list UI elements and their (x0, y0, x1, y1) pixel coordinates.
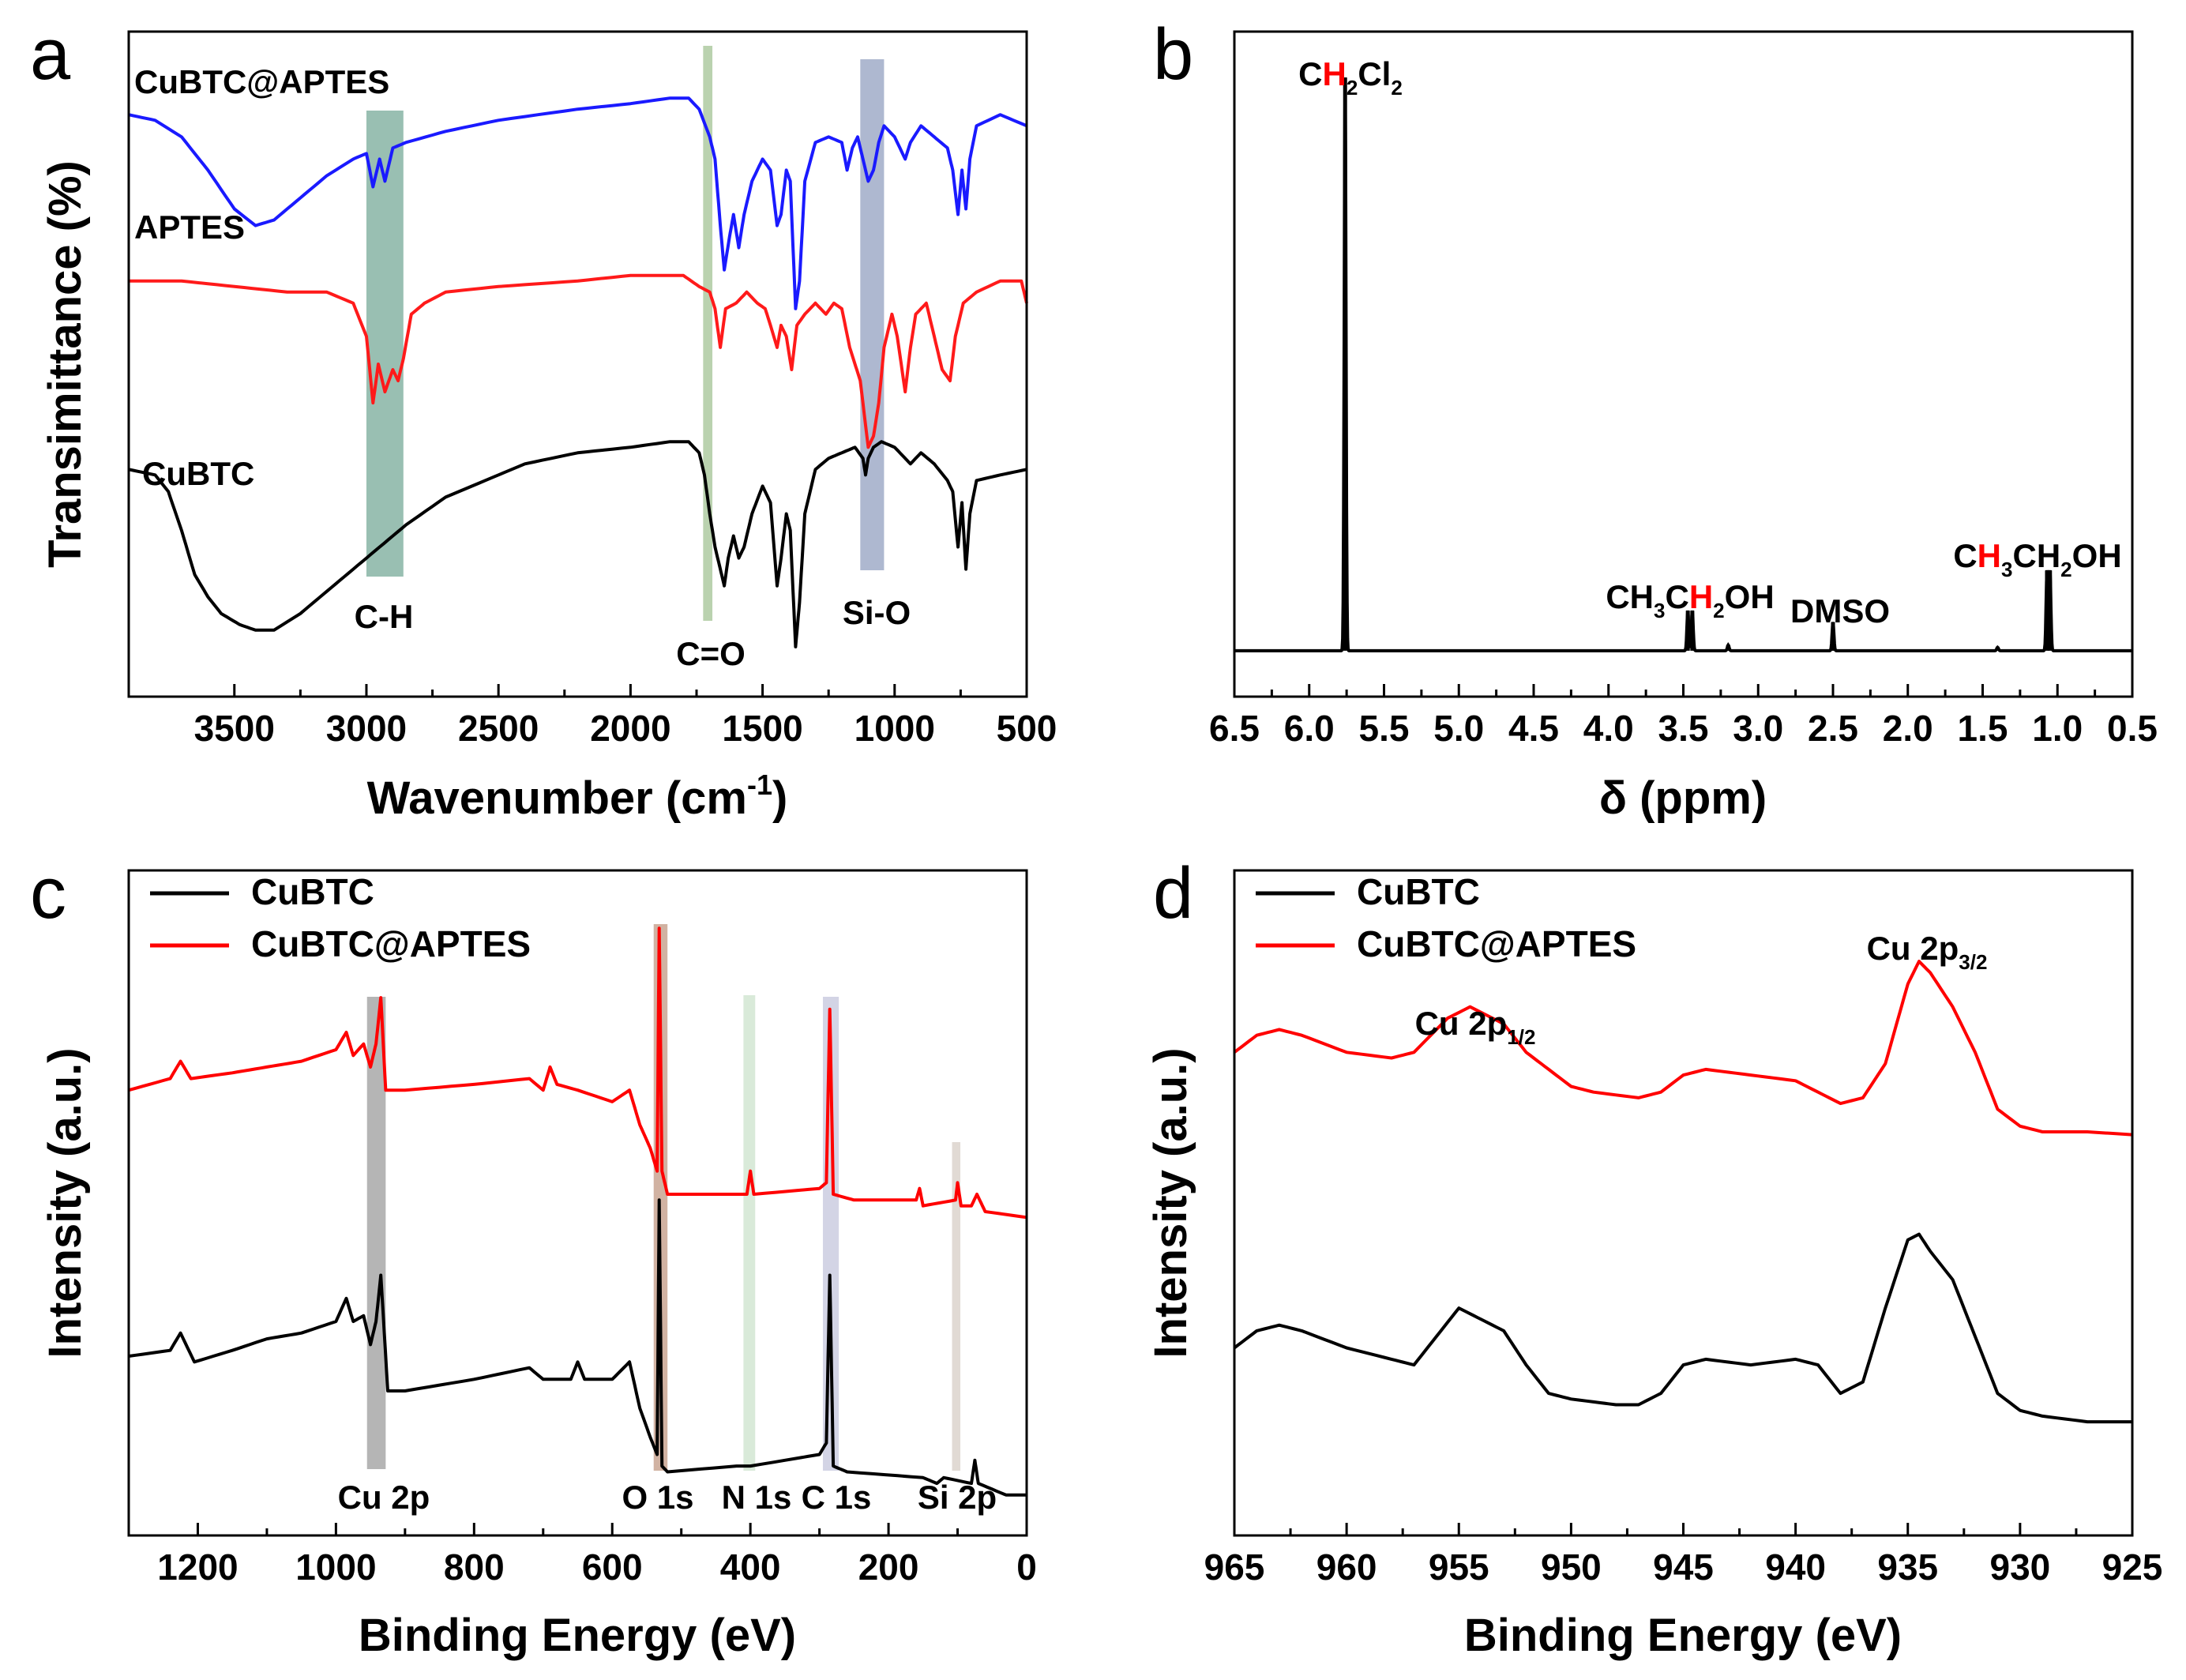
series-line-cubtc (128, 1198, 1027, 1497)
x-tick-label: 6.5 (1209, 708, 1260, 749)
band-label: C=O (676, 635, 746, 672)
x-tick-label: 4.0 (1583, 708, 1634, 749)
x-axis-label: Binding Energy (eV) (1464, 1610, 1902, 1661)
x-tick-label: 1500 (722, 708, 802, 749)
band-label: Cu 2p (338, 1479, 430, 1516)
band-si-o (860, 59, 885, 570)
x-tick-label: 945 (1653, 1547, 1714, 1588)
x-tick-label: 200 (858, 1547, 919, 1588)
x-axis-label: δ (ppm) (1599, 772, 1767, 824)
x-tick-label: 500 (997, 708, 1057, 749)
plot-frame (1233, 869, 2134, 1537)
plot-frame (127, 30, 1028, 698)
x-tick-label: 600 (582, 1547, 643, 1588)
series-line-cubtc (1233, 1232, 2132, 1424)
series-line-cubtc-aptes (128, 926, 1027, 1220)
peak-annotation: CH3CH2OH (1953, 537, 2121, 581)
x-tick-label: 6.0 (1284, 708, 1335, 749)
x-tick-label: 2.5 (1808, 708, 1858, 749)
y-axis-label: Transimittance (%) (39, 160, 91, 568)
y-axis-label: Intensity (a.u.) (39, 1047, 91, 1358)
panel-a: 3500 3000 2500 2000 1500 1000 500 CuBTC@APTES AP… (30, 14, 1057, 824)
x-tick-label: 400 (720, 1547, 781, 1588)
x-tick-label: 965 (1204, 1547, 1265, 1588)
x-tick-label: 3.0 (1733, 708, 1783, 749)
x-tick-label: 1.0 (2032, 708, 2083, 749)
x-tick-label: 955 (1429, 1547, 1489, 1588)
band-label: Si-O (843, 594, 911, 631)
y-axis-label: Intensity (a.u.) (1145, 1047, 1196, 1358)
band-label: C 1s (802, 1479, 872, 1516)
x-tick-label: 1.5 (1958, 708, 2008, 749)
plot-frame (127, 869, 1028, 1537)
panel-c: 1200 1000 800 600 400 200 0 Cu 2p O 1s N 1s C 1s Si… (30, 853, 1037, 1661)
x-tick-label: 0.5 (2107, 708, 2158, 749)
panel-letter: d (1153, 853, 1193, 934)
legend-label: CuBTC (251, 871, 374, 912)
peak-annotation: DMSO (1790, 592, 1890, 630)
x-axis-label: Wavenumber (cm-1) (367, 769, 788, 824)
x-tick-label: 940 (1765, 1547, 1826, 1588)
band-si-2p (952, 1142, 961, 1471)
band-label: N 1s (722, 1479, 792, 1516)
x-tick-label: 1200 (157, 1547, 238, 1588)
series-line-cubtc-aptes (1233, 960, 2133, 1137)
legend-label: CuBTC@APTES (251, 923, 531, 964)
series-line-aptes (129, 273, 1028, 449)
series-line-cubtc (128, 440, 1027, 648)
series-label: CuBTC@APTES (134, 63, 389, 100)
x-axis-label: Binding Energy (eV) (359, 1610, 796, 1661)
x-tick-label: 0 (1016, 1547, 1037, 1588)
panel-letter: a (30, 14, 71, 95)
panel-letter: b (1153, 14, 1193, 95)
band-n-1s (743, 995, 756, 1471)
peak-annotation: CH2Cl2 (1298, 55, 1403, 100)
band-c-o (703, 46, 713, 621)
x-tick-label: 2000 (590, 708, 670, 749)
peak-annotation: Cu 2p3/2 (1867, 930, 1988, 974)
x-tick-label: 960 (1316, 1547, 1377, 1588)
x-tick-label: 5.5 (1359, 708, 1410, 749)
x-tick-label: 1000 (295, 1547, 376, 1588)
x-tick-label: 930 (1990, 1547, 2051, 1588)
nmr-spectrum-line (1234, 77, 2132, 652)
series-label: APTES (134, 209, 245, 246)
panel-b: 6.5 6.0 5.5 5.0 4.5 4.0 3.5 3.0 2.5 2.0 1.5 1.0 0.5 C… (1153, 14, 2158, 824)
x-tick-label: 5.0 (1433, 708, 1484, 749)
x-tick-label: 3000 (326, 708, 407, 749)
peak-annotation: Cu 2p1/2 (1415, 1005, 1536, 1049)
panel-letter: c (30, 853, 66, 934)
band-label: O 1s (622, 1479, 693, 1516)
x-tick-label: 4.5 (1508, 708, 1559, 749)
x-tick-label: 935 (1877, 1547, 1938, 1588)
band-label: Si 2p (918, 1479, 997, 1516)
legend-label: CuBTC@APTES (1357, 923, 1636, 964)
x-tick-label: 2500 (458, 708, 539, 749)
x-tick-label: 3.5 (1658, 708, 1709, 749)
band-label: C-H (355, 598, 414, 635)
x-tick-label: 2.0 (1883, 708, 1933, 749)
x-tick-label: 800 (444, 1547, 505, 1588)
x-tick-label: 3500 (194, 708, 275, 749)
peak-annotation: CH3CH2OH (1606, 578, 1774, 622)
legend-label: CuBTC (1357, 871, 1480, 912)
series-label: CuBTC (142, 455, 254, 492)
band-cu-2p (366, 997, 386, 1469)
x-tick-label: 925 (2102, 1547, 2163, 1588)
x-tick-label: 1000 (854, 708, 935, 749)
series-line-cubtc-aptes (128, 96, 1027, 310)
panel-d: 965 960 955 950 945 940 935 930 925 Cu 2p1/2 Cu 2p… (1145, 853, 2162, 1661)
x-tick-label: 950 (1541, 1547, 1602, 1588)
